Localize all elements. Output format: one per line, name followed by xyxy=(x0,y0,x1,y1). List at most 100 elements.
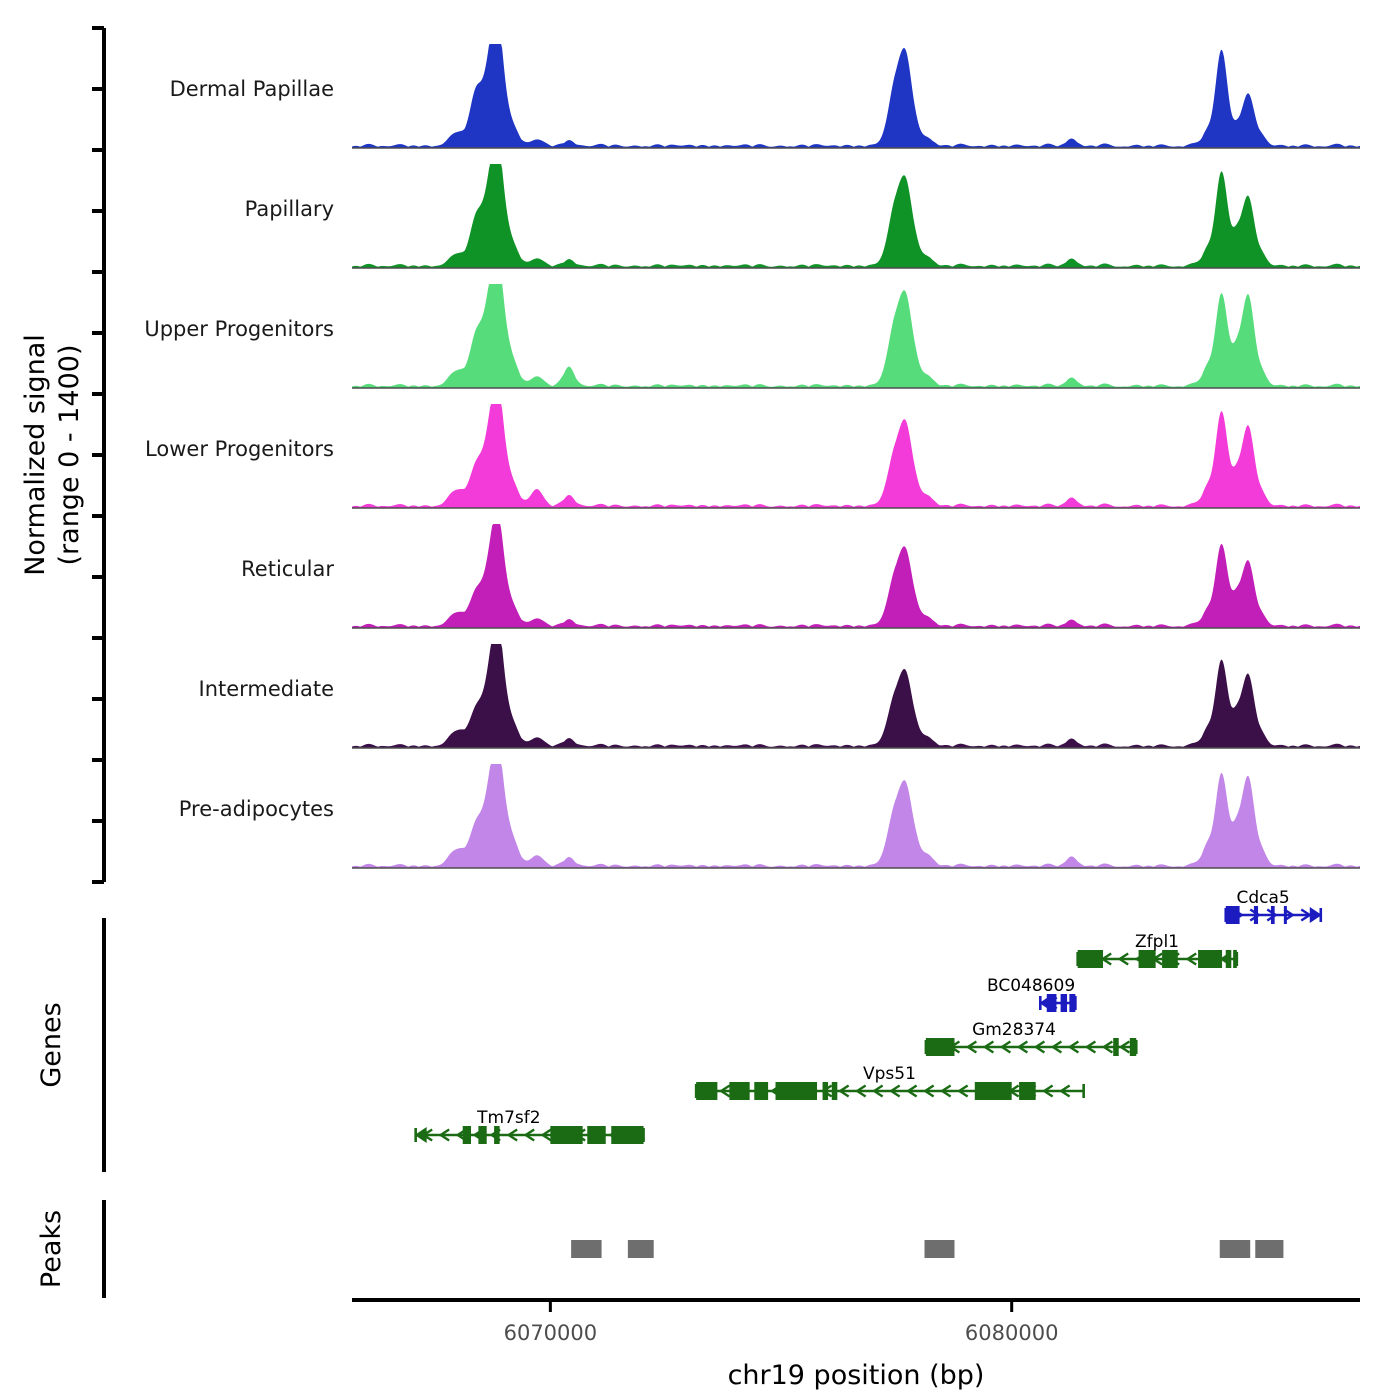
gene-strand-arrow xyxy=(1185,952,1197,966)
signal-area xyxy=(352,644,1360,748)
gene-terminal-arrowhead xyxy=(1309,907,1322,923)
peak-region[interactable] xyxy=(924,1240,955,1258)
gene-exon xyxy=(1113,1038,1119,1056)
gene-strand-arrow xyxy=(506,1128,518,1142)
gene-label: Cdca5 xyxy=(1236,888,1289,908)
genes-track: Genes Cdca5 Zfpl1 BC048609 Gm28374 Vps51 Tm7sf… xyxy=(36,888,1323,1172)
gene-strand-arrow xyxy=(922,1084,935,1098)
gene-exon xyxy=(1270,906,1275,924)
signal-track-pre-adipocytes: Pre-adipocytes xyxy=(179,764,1360,869)
gene-strand-arrow xyxy=(1266,908,1278,922)
gene-strand-arrow xyxy=(939,1084,952,1098)
gene-exon xyxy=(729,1082,750,1100)
peak-region[interactable] xyxy=(571,1240,602,1258)
gene-strand-arrow xyxy=(718,1084,731,1098)
svg-text:(range 0 - 1400): (range 0 - 1400) xyxy=(54,345,85,566)
gene-strand-arrow xyxy=(1118,1040,1131,1054)
track-label: Pre-adipocytes xyxy=(179,797,334,821)
gene-terminal-arrowhead xyxy=(1076,951,1089,967)
signal-track-upper-progenitors: Upper Progenitors xyxy=(144,284,1360,389)
signal-track-dermal-papillae: Dermal Papillae xyxy=(170,44,1360,149)
x-axis-title: chr19 position (bp) xyxy=(728,1360,985,1391)
gene-vps51[interactable]: Vps51 xyxy=(694,1064,1085,1100)
gene-strand-arrow xyxy=(1283,908,1295,922)
gene-strand-arrow xyxy=(540,1128,552,1142)
gene-terminal-arrowhead xyxy=(924,1039,937,1055)
gene-strand-arrow xyxy=(1050,1040,1063,1054)
y-axis-label: Normalized signal (range 0 - 1400) xyxy=(20,334,85,576)
gene-exon xyxy=(1129,1038,1137,1056)
signal-area xyxy=(352,164,1360,268)
gene-gm28374[interactable]: Gm28374 xyxy=(924,1020,1138,1056)
gene-exon xyxy=(1069,994,1076,1012)
gene-strand-arrow xyxy=(1016,1040,1029,1054)
signal-area xyxy=(352,44,1360,148)
gene-exon xyxy=(1233,950,1237,968)
gene-terminal-arrowhead xyxy=(414,1127,427,1143)
gene-zfpl1[interactable]: Zfpl1 xyxy=(1076,932,1239,968)
genes-section-label: Genes xyxy=(36,1002,67,1087)
gene-exon xyxy=(1060,994,1068,1012)
gene-label: Vps51 xyxy=(863,1064,916,1084)
gene-strand-arrow xyxy=(982,1040,995,1054)
gene-exon xyxy=(550,1126,583,1144)
gene-strand-arrow xyxy=(523,1128,535,1142)
gene-strand-arrow xyxy=(871,1084,884,1098)
gene-label: Tm7sf2 xyxy=(476,1108,540,1128)
gene-strand-arrow xyxy=(1041,1084,1054,1098)
peak-region[interactable] xyxy=(1219,1240,1251,1258)
signal-area xyxy=(352,764,1360,868)
peak-region[interactable] xyxy=(1255,1240,1284,1258)
signal-track-papillary: Papillary xyxy=(245,164,1360,269)
peak-region[interactable] xyxy=(627,1240,654,1258)
gene-strand-arrow xyxy=(965,1040,978,1054)
gene-label: Gm28374 xyxy=(972,1020,1056,1040)
track-label: Intermediate xyxy=(199,677,335,701)
signal-area xyxy=(352,524,1360,628)
gene-strand-arrow xyxy=(999,1040,1012,1054)
gene-strand-arrow xyxy=(1084,1040,1097,1054)
gene-strand-arrow xyxy=(905,1084,918,1098)
svg-text:Normalized signal: Normalized signal xyxy=(20,334,51,576)
track-label: Lower Progenitors xyxy=(145,437,334,461)
gene-terminal-arrowhead xyxy=(1039,995,1052,1011)
signal-track-lower-progenitors: Lower Progenitors xyxy=(145,404,1360,509)
x-axis: 6070000 6080000 chr19 position (bp) xyxy=(352,1298,1360,1391)
track-label: Dermal Papillae xyxy=(170,77,334,101)
gene-exon xyxy=(494,1126,500,1144)
gene-exon xyxy=(1046,994,1057,1012)
track-label: Reticular xyxy=(241,557,334,581)
track-label: Upper Progenitors xyxy=(144,317,334,341)
gene-exon xyxy=(1198,950,1223,968)
gene-strand-arrow xyxy=(1117,952,1129,966)
gene-bc048609[interactable]: BC048609 xyxy=(987,976,1077,1012)
gene-strand-arrow xyxy=(1033,1040,1046,1054)
gene-strand-arrow xyxy=(1249,908,1261,922)
gene-strand-arrow xyxy=(854,1084,867,1098)
gene-strand-arrow xyxy=(1300,908,1312,922)
gene-exon xyxy=(611,1126,644,1144)
gene-exon xyxy=(1019,1082,1036,1100)
signal-track-intermediate: Intermediate xyxy=(199,644,1360,749)
gene-label: BC048609 xyxy=(987,976,1075,996)
gene-tm7sf2[interactable]: Tm7sf2 xyxy=(414,1108,645,1144)
gene-strand-arrow xyxy=(1067,1040,1080,1054)
gene-exon xyxy=(974,1082,1012,1100)
signal-area xyxy=(352,404,1360,508)
signal-area xyxy=(352,284,1360,388)
gene-exon xyxy=(1225,950,1232,968)
track-label: Papillary xyxy=(245,197,334,221)
gene-exon xyxy=(462,1126,472,1144)
gene-exon xyxy=(775,1082,818,1100)
signal-track-reticular: Reticular xyxy=(241,524,1360,629)
gene-exon xyxy=(1138,950,1156,968)
x-axis-tick-label: 6070000 xyxy=(504,1321,598,1345)
gene-cdca5[interactable]: Cdca5 xyxy=(1224,888,1323,924)
gene-exon xyxy=(478,1126,487,1144)
gene-strand-arrow xyxy=(956,1084,969,1098)
gene-exon xyxy=(831,1082,838,1100)
peaks-section-label: Peaks xyxy=(36,1210,67,1288)
gene-strand-arrow xyxy=(438,1128,450,1142)
